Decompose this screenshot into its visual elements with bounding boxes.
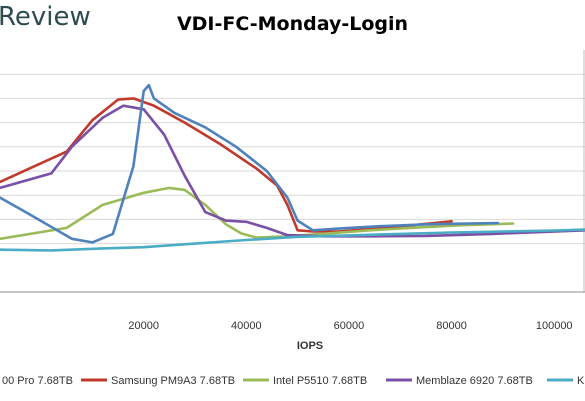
site-logo-text: Review <box>0 2 91 32</box>
x-tick-labels: 20000 40000 60000 80000 100000 <box>128 320 572 332</box>
series-lines <box>0 83 585 252</box>
x-tick-label-0: 20000 <box>128 320 159 332</box>
x-tick-label-2: 60000 <box>334 320 365 332</box>
legend-label-0: 00 Pro 7.68TB <box>2 375 73 387</box>
series-line-2 <box>0 104 585 238</box>
legend-label-3: Memblaze 6920 7.68TB <box>416 375 533 387</box>
series-line-4 <box>0 228 585 252</box>
chart-title-text: VDI-FC-Monday-Login <box>176 13 409 35</box>
series-line-0 <box>0 97 453 233</box>
x-tick-label-3: 80000 <box>436 320 467 332</box>
legend-label-1: Samsung PM9A3 7.68TB <box>111 375 235 387</box>
legend: 00 Pro 7.68TB Samsung PM9A3 7.68TB Intel P… <box>2 375 585 387</box>
series-line-3 <box>0 83 500 244</box>
x-axis-label: IOPS <box>297 340 323 352</box>
chart-title: VDI-FC-Monday-Login <box>0 13 585 35</box>
legend-label-2: Intel P5510 7.68TB <box>273 375 367 387</box>
x-tick-label-4: 100000 <box>536 320 573 332</box>
x-tick-label-1: 40000 <box>231 320 262 332</box>
legend-label-4: Ki <box>577 375 585 387</box>
